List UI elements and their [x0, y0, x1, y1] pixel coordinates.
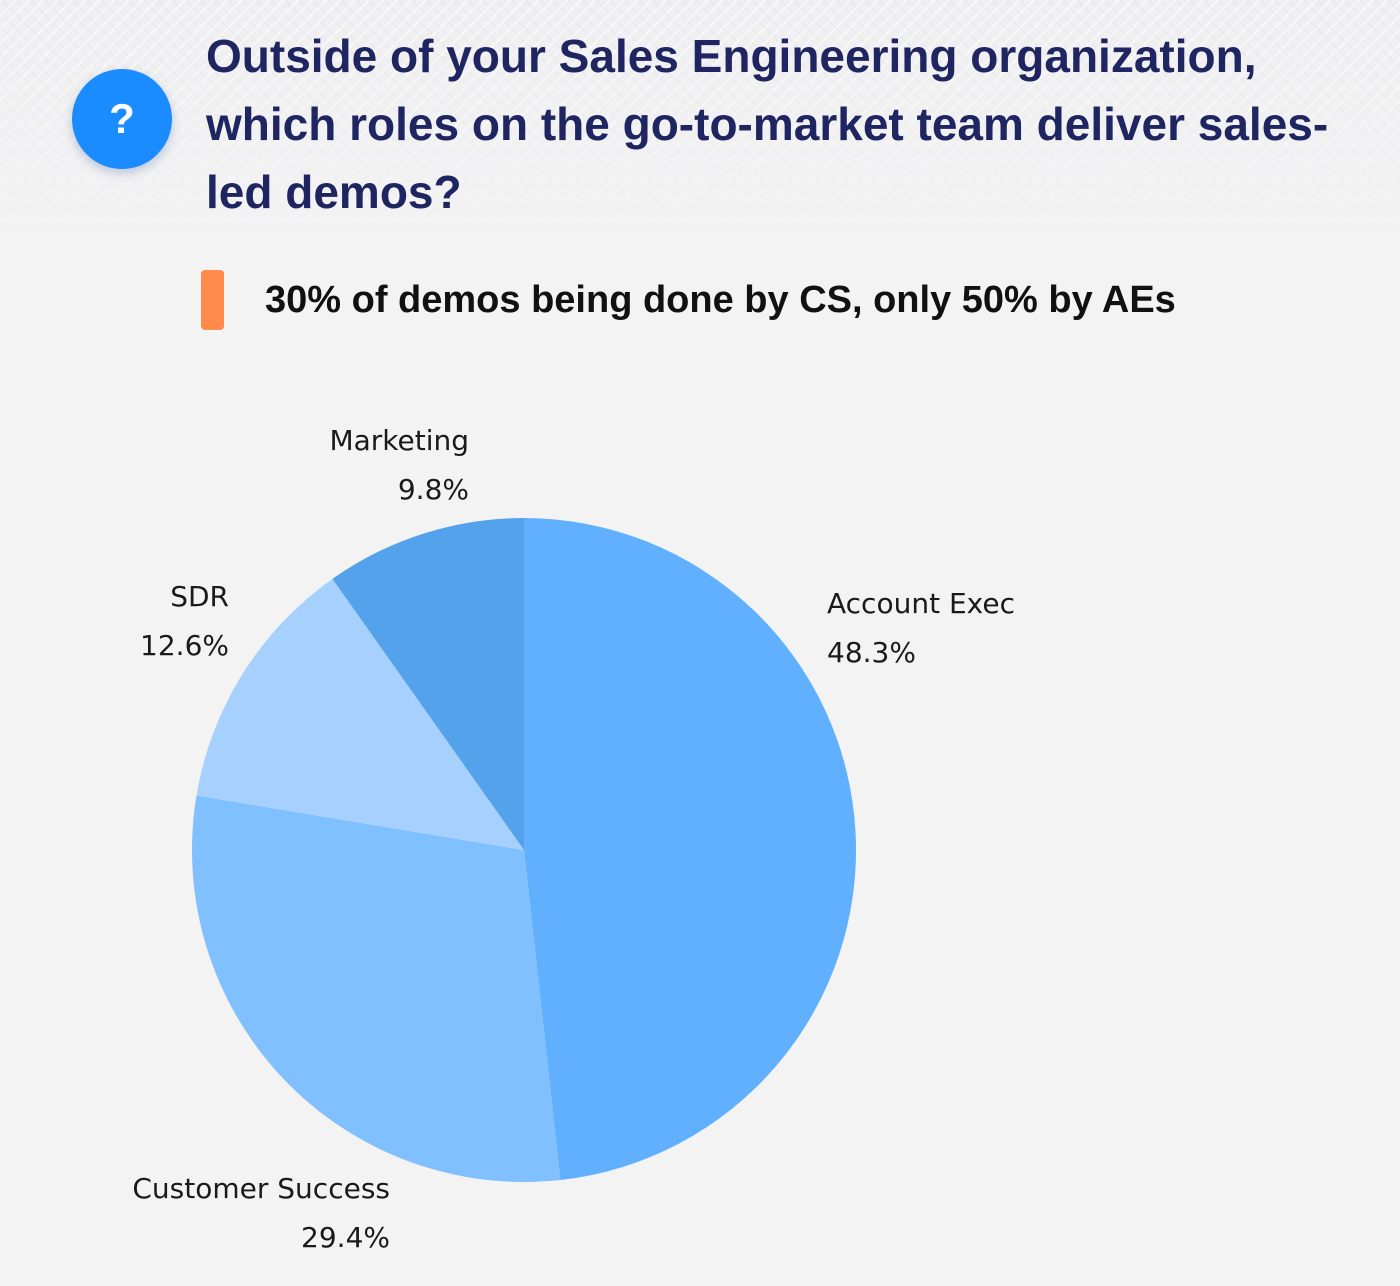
- pie-labels: Account Exec 48.3% Customer Success 29.4% SD…: [132, 424, 1015, 1254]
- slice-label: Account Exec: [827, 587, 1015, 620]
- pie-slice-sdr: [196, 578, 524, 850]
- slice-value-label: 12.6%: [140, 629, 229, 662]
- pie-slice-marketing: [332, 518, 524, 850]
- background-pattern: [0, 0, 1400, 240]
- question-title: Outside of your Sales Engineering organi…: [206, 30, 1329, 218]
- slice-value-label: 48.3%: [827, 636, 916, 669]
- slice-label: Customer Success: [132, 1172, 390, 1205]
- callout-text: 30% of demos being done by CS, only 50% …: [265, 278, 1176, 321]
- question-mark-icon: ?: [72, 69, 172, 169]
- slice-value-label: 9.8%: [398, 473, 469, 506]
- slice-label: SDR: [170, 580, 229, 613]
- pie-slice-account-exec: [524, 518, 857, 1180]
- question-mark-glyph: ?: [109, 95, 135, 142]
- slice-label: Marketing: [329, 424, 469, 457]
- pie-slices: [192, 518, 857, 1183]
- callout: 30% of demos being done by CS, only 50% …: [201, 270, 1176, 330]
- pie-slice-customer-success: [192, 795, 561, 1183]
- slice-value-label: 29.4%: [301, 1221, 390, 1254]
- callout-accent-bar: [201, 270, 224, 330]
